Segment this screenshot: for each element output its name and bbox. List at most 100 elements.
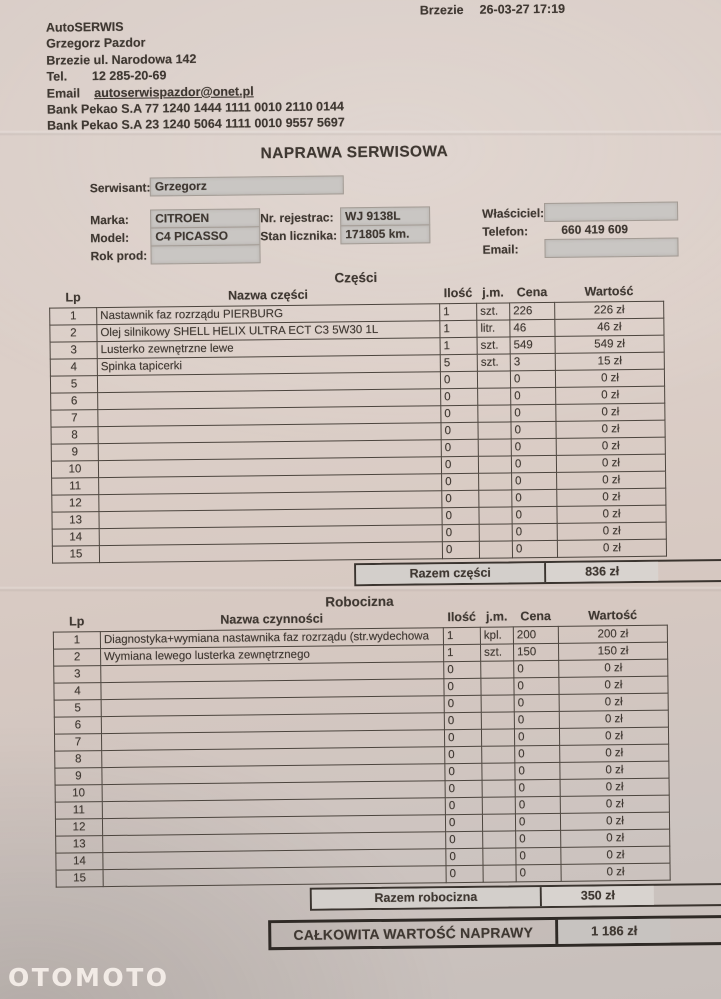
- parts-total-label: Razem części: [356, 562, 547, 585]
- row-lp: 5: [54, 699, 102, 717]
- row-value: 0 zł: [559, 693, 669, 712]
- row-qty: 0: [440, 422, 479, 440]
- row-lp: 15: [52, 545, 100, 563]
- row-qty: 0: [445, 848, 484, 866]
- row-qty: 0: [442, 524, 480, 542]
- row-unit: [481, 711, 515, 730]
- parts-total-row: Razem części 836 zł: [354, 558, 721, 587]
- model-label: Model:: [90, 230, 130, 246]
- row-unit: [482, 796, 516, 815]
- grand-total-value: 1 186 zł: [558, 918, 671, 944]
- otomoto-watermark: OTOMOTO: [8, 963, 170, 992]
- nr-rejestracyjny-field: WJ 9138L: [340, 206, 431, 227]
- row-qty: 0: [444, 712, 482, 730]
- row-lp: 6: [50, 392, 98, 410]
- row-part-name: [99, 541, 443, 563]
- row-unit: [478, 455, 512, 474]
- row-lp: 13: [55, 835, 103, 853]
- row-price: 0: [513, 660, 559, 678]
- row-qty: 0: [440, 405, 478, 423]
- parts-col-qty: Ilość: [443, 285, 473, 301]
- row-price: 0: [515, 830, 561, 848]
- row-price: 0: [510, 370, 556, 388]
- row-price: 46: [509, 319, 556, 337]
- row-lp: 2: [49, 324, 98, 343]
- row-lp: 14: [52, 528, 100, 546]
- row-price: 0: [514, 762, 561, 780]
- row-lp: 7: [50, 409, 99, 427]
- row-unit: [478, 506, 513, 525]
- row-unit: [481, 694, 515, 713]
- row-value: 0 zł: [557, 522, 667, 541]
- row-activity-name: [103, 865, 447, 887]
- row-value: 0 zł: [559, 710, 669, 729]
- row-price: 150: [513, 643, 559, 661]
- place-date-stamp: Brzezie 26-03-27 17:19: [420, 2, 565, 18]
- invoice-document: AutoSERWIS Grzegorz Pazdor Brzezie ul. N…: [46, 2, 721, 951]
- row-price: 0: [511, 438, 557, 456]
- row-value: 0 zł: [556, 488, 666, 507]
- labor-total-value: 350 zł: [541, 885, 654, 906]
- row-unit: szt.: [476, 302, 510, 321]
- grand-total-label: CAŁKOWITA WARTOŚĆ NAPRAWY: [271, 919, 559, 948]
- row-qty: 1: [440, 337, 478, 355]
- row-price: 0: [511, 489, 557, 507]
- labor-total-row: Razem robocizna 350 zł: [309, 882, 721, 911]
- company-header: AutoSERWIS Grzegorz Pazdor Brzezie ul. N…: [46, 12, 721, 134]
- row-unit: [478, 489, 512, 508]
- row-unit: [480, 660, 514, 679]
- row-price: 0: [510, 421, 557, 439]
- row-qty: 0: [441, 456, 479, 474]
- row-unit: [478, 472, 512, 491]
- row-lp: 11: [55, 801, 103, 819]
- phone-label: Tel.: [46, 69, 68, 84]
- wlasciciel-label: Właściciel:: [482, 205, 545, 221]
- row-price: 200: [513, 626, 559, 644]
- row-lp: 1: [53, 631, 101, 649]
- row-price: 0: [511, 472, 557, 490]
- rok-prod-field: [150, 244, 261, 265]
- parts-col-price: Cena: [516, 284, 548, 300]
- row-value: 226 zł: [554, 301, 664, 320]
- row-price: 0: [515, 847, 561, 865]
- row-lp: 10: [51, 460, 99, 478]
- row-lp: 13: [51, 511, 100, 529]
- row-qty: 0: [445, 814, 483, 832]
- row-value: 0 zł: [560, 778, 670, 797]
- row-value: 0 zł: [557, 539, 667, 558]
- place: Brzezie: [419, 2, 464, 18]
- row-qty: 0: [441, 507, 480, 525]
- row-unit: litr.: [476, 319, 511, 338]
- row-value: 46 zł: [554, 318, 665, 337]
- row-qty: 0: [444, 746, 482, 764]
- row-value: 549 zł: [555, 335, 665, 354]
- row-price: 549: [510, 336, 556, 354]
- row-qty: 1: [443, 644, 481, 662]
- row-value: 0 zł: [560, 846, 670, 865]
- row-unit: [482, 847, 517, 866]
- row-unit: [479, 523, 513, 542]
- phone-number: 12 285-20-69: [91, 68, 167, 84]
- row-qty: 1: [439, 303, 477, 321]
- row-lp: 9: [54, 767, 103, 785]
- row-unit: [482, 813, 516, 832]
- row-value: 0 zł: [558, 659, 668, 678]
- serwisant-field: Grzegorz: [149, 175, 344, 197]
- row-qty: 5: [440, 354, 478, 372]
- row-unit: [478, 438, 512, 457]
- vehicle-client-info: Serwisant: Grzegorz Marka: CITROEN Nr. r…: [48, 160, 721, 266]
- row-qty: 0: [445, 780, 483, 798]
- row-qty: 0: [445, 831, 483, 849]
- row-price: 0: [511, 506, 558, 524]
- row-qty: 0: [444, 763, 483, 781]
- row-qty: 0: [441, 490, 479, 508]
- row-value: 200 zł: [558, 625, 668, 644]
- row-value: 0 zł: [560, 829, 670, 848]
- row-value: 0 zł: [556, 505, 667, 524]
- nr-rejestracyjny-label: Nr. rejestrac:: [260, 210, 334, 226]
- row-value: 0 zł: [555, 369, 665, 388]
- client-email-label: Email:: [482, 242, 519, 257]
- row-lp: 8: [54, 750, 102, 768]
- row-price: 0: [512, 540, 558, 558]
